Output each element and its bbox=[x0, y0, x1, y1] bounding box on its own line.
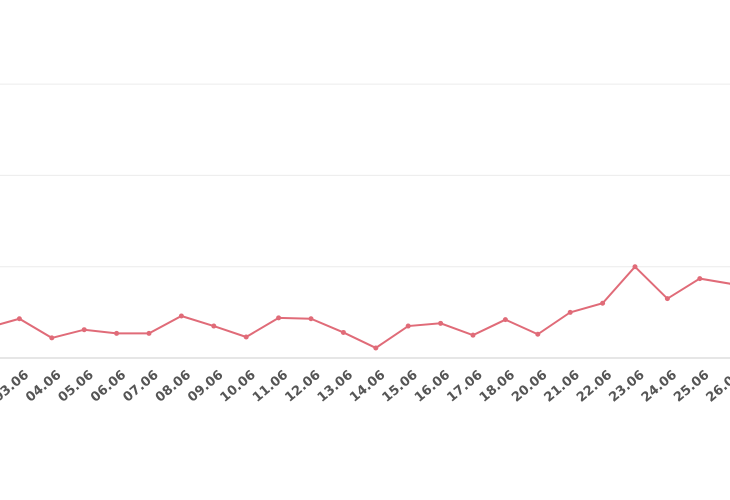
point bbox=[16, 316, 22, 322]
point bbox=[535, 331, 541, 337]
point bbox=[405, 323, 411, 329]
series-line bbox=[0, 265, 730, 350]
point bbox=[340, 329, 346, 335]
x-tick-label: 12.06 bbox=[282, 368, 323, 406]
x-tick-label: 05.06 bbox=[56, 368, 97, 406]
x-tick-label: 15.06 bbox=[380, 368, 421, 406]
x-tick-label: 08.06 bbox=[153, 368, 194, 406]
x-tick-label: 18.06 bbox=[477, 368, 518, 406]
point bbox=[276, 315, 282, 321]
point bbox=[373, 345, 379, 351]
point bbox=[146, 330, 152, 336]
x-tick-label: 11.06 bbox=[250, 368, 291, 406]
x-tick-label: 20.06 bbox=[509, 368, 550, 406]
point bbox=[211, 323, 217, 329]
x-tick-label: 16.06 bbox=[412, 368, 453, 406]
point bbox=[438, 320, 444, 326]
point bbox=[178, 313, 184, 319]
x-tick-label: 06.06 bbox=[88, 368, 129, 406]
x-tick-label: 23.06 bbox=[606, 368, 647, 406]
x-tick-label: 13.06 bbox=[315, 368, 356, 406]
point bbox=[502, 317, 508, 323]
x-tick-label: 25.06 bbox=[671, 368, 712, 406]
point bbox=[470, 332, 476, 338]
x-tick-label: 24.06 bbox=[639, 368, 680, 406]
point bbox=[600, 300, 606, 306]
point bbox=[697, 276, 703, 282]
point bbox=[567, 309, 573, 315]
x-tick-label: 26.06 bbox=[704, 368, 730, 406]
point bbox=[114, 330, 120, 336]
x-tick-label: 21.06 bbox=[542, 368, 583, 406]
point bbox=[664, 296, 670, 302]
point bbox=[81, 327, 87, 333]
x-tick-label: 17.06 bbox=[444, 368, 485, 406]
x-tick-label: 10.06 bbox=[218, 368, 259, 406]
point bbox=[49, 335, 55, 341]
point bbox=[632, 264, 638, 270]
point bbox=[243, 334, 249, 340]
point bbox=[308, 316, 314, 322]
x-tick-label: 14.06 bbox=[347, 368, 388, 406]
x-tick-label: 09.06 bbox=[185, 368, 226, 406]
x-tick-label: 07.06 bbox=[120, 368, 161, 406]
x-tick-label: 04.06 bbox=[23, 368, 64, 406]
x-tick-label: 22.06 bbox=[574, 368, 615, 406]
